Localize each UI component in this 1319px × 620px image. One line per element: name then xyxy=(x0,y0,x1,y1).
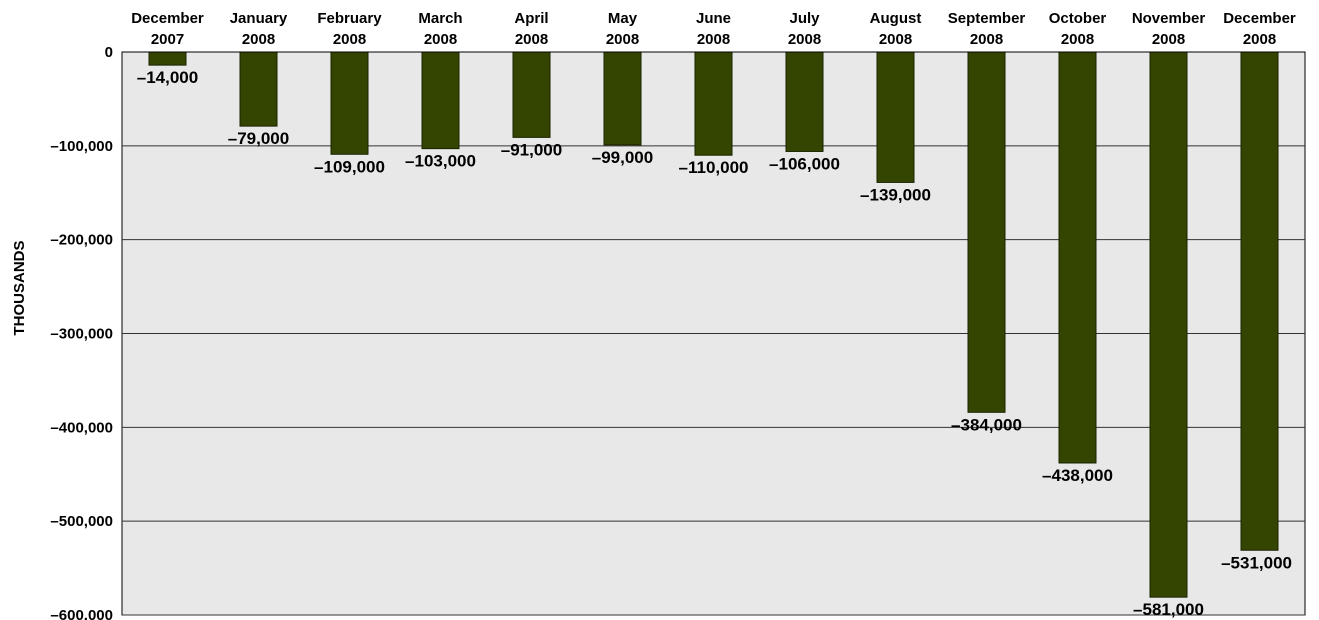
data-label: –91,000 xyxy=(501,140,562,159)
data-label: –109,000 xyxy=(314,157,385,176)
category-label-month: February xyxy=(317,10,382,27)
bar xyxy=(239,51,278,127)
category-label-month: December xyxy=(1223,10,1296,27)
category-label-year: 2008 xyxy=(1152,31,1185,48)
category-label-year: 2008 xyxy=(1061,31,1094,48)
category-label-year: 2008 xyxy=(333,31,366,48)
bars xyxy=(148,51,1279,598)
data-label: –581,000 xyxy=(1133,600,1204,619)
category-label-year: 2008 xyxy=(515,31,548,48)
bar xyxy=(512,51,551,138)
category-labels: December 2007 January 2008 February 2008 March… xyxy=(131,10,1296,48)
data-label: –139,000 xyxy=(860,185,931,204)
data-label: –99,000 xyxy=(592,148,653,167)
data-label: –438,000 xyxy=(1042,466,1113,485)
category-label-month: April xyxy=(514,10,548,27)
category-label-month: November xyxy=(1132,10,1206,27)
category-label-month: July xyxy=(789,10,820,27)
category-label-month: December xyxy=(131,10,204,27)
category-label-month: September xyxy=(948,10,1026,27)
data-label: –103,000 xyxy=(405,152,476,171)
category-label-month: January xyxy=(230,10,288,27)
bar xyxy=(694,51,733,156)
bar xyxy=(785,51,824,152)
data-labels: –14,000 –79,000 –109,000 –103,000 –91,000 –99… xyxy=(137,68,1292,619)
data-label: –384,000 xyxy=(951,415,1022,434)
category-label-year: 2007 xyxy=(151,31,184,48)
data-label: –110,000 xyxy=(679,158,749,177)
y-tick-label: –300,000 xyxy=(50,326,113,343)
y-tick-label: –600,000 xyxy=(50,607,113,620)
category-label-year: 2008 xyxy=(697,31,730,48)
y-axis-ticks: 0 –100,000 –200,000 –300,000 –400,000 –500,00… xyxy=(50,44,113,620)
bar xyxy=(421,51,460,150)
data-label: –531,000 xyxy=(1221,553,1292,572)
data-label: –106,000 xyxy=(769,154,840,173)
bar xyxy=(148,51,187,66)
bar xyxy=(1149,51,1188,598)
category-label-month: May xyxy=(608,10,638,27)
data-label: –79,000 xyxy=(228,129,289,148)
bar xyxy=(967,51,1006,413)
category-label-month: October xyxy=(1049,10,1107,27)
category-label-year: 2008 xyxy=(242,31,275,48)
bar xyxy=(330,51,369,155)
category-label-year: 2008 xyxy=(970,31,1003,48)
data-label: –14,000 xyxy=(137,68,198,87)
y-tick-label: –400,000 xyxy=(50,419,113,436)
category-label-year: 2008 xyxy=(788,31,821,48)
category-label-month: August xyxy=(870,10,922,27)
bar xyxy=(1058,51,1097,464)
category-label-month: June xyxy=(696,10,731,27)
y-tick-label: –200,000 xyxy=(50,232,113,249)
category-label-year: 2008 xyxy=(1243,31,1276,48)
category-label-month: March xyxy=(418,10,462,27)
category-label-year: 2008 xyxy=(424,31,457,48)
category-label-year: 2008 xyxy=(879,31,912,48)
category-label-year: 2008 xyxy=(606,31,639,48)
y-tick-label: 0 xyxy=(105,44,113,61)
y-tick-label: –500,000 xyxy=(50,513,113,530)
bar xyxy=(603,51,642,146)
y-tick-label: –100,000 xyxy=(50,138,113,155)
bar xyxy=(876,51,915,183)
y-axis-title: THOUSANDS xyxy=(11,240,28,335)
bar xyxy=(1240,51,1279,551)
gridlines xyxy=(122,145,1305,616)
